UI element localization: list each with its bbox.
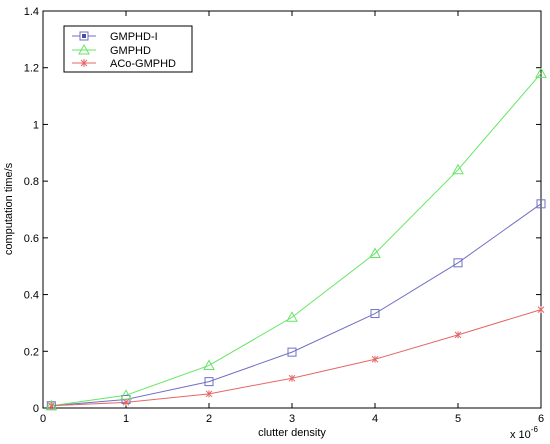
x-multiplier-label: x 10-6 bbox=[510, 425, 538, 441]
data-point-gmphd bbox=[369, 247, 381, 258]
data-point-aco-gmphd bbox=[537, 306, 545, 314]
x-tick-label: 0 bbox=[40, 413, 46, 425]
legend-label-gmphd-i: GMPHD-I bbox=[110, 31, 158, 43]
y-tick-label: 0 bbox=[33, 403, 39, 415]
x-tick-label: 5 bbox=[455, 413, 461, 425]
legend-label-aco-gmphd: ACo-GMPHD bbox=[110, 58, 176, 70]
y-tick-label: 0.6 bbox=[24, 233, 39, 245]
data-point-gmphd-i bbox=[453, 258, 463, 268]
legend-label-gmphd: GMPHD bbox=[110, 45, 151, 57]
y-axis-label: computation time/s bbox=[3, 162, 15, 255]
x-tick-label: 6 bbox=[538, 413, 544, 425]
x-tick-label: 1 bbox=[123, 413, 129, 425]
legend-marker-gmphd-i-center bbox=[82, 34, 86, 38]
data-point-gmphd bbox=[203, 359, 215, 370]
y-tick-label: 0.4 bbox=[24, 290, 39, 302]
data-point-gmphd bbox=[45, 399, 58, 411]
data-point-aco-gmphd bbox=[205, 390, 213, 398]
y-tick-label: 1.2 bbox=[24, 63, 39, 75]
data-point-aco-gmphd bbox=[122, 398, 130, 406]
data-point-gmphd-i bbox=[370, 309, 380, 319]
legend: GMPHD-I GMPHD ACo-GMPHD bbox=[63, 25, 193, 73]
data-point-gmphd bbox=[535, 67, 547, 78]
legend-marker-aco-gmphd bbox=[80, 59, 88, 67]
data-point-aco-gmphd bbox=[371, 355, 379, 363]
y-tick-label: 1.4 bbox=[24, 6, 39, 18]
x-tick-label: 4 bbox=[372, 413, 378, 425]
data-point-gmphd-i bbox=[287, 347, 297, 357]
data-point-aco-gmphd bbox=[288, 374, 296, 382]
y-tick-label: 1 bbox=[33, 119, 39, 131]
legend-marker-gmphd bbox=[78, 43, 90, 55]
x-tick-label: 3 bbox=[289, 413, 295, 425]
data-point-gmphd-i bbox=[204, 377, 214, 387]
x-axis-label: clutter density bbox=[258, 427, 326, 439]
y-tick-label: 0.2 bbox=[24, 346, 39, 358]
data-point-gmphd-i bbox=[536, 199, 546, 209]
y-tick-label: 0.8 bbox=[24, 176, 39, 188]
data-point-gmphd bbox=[286, 311, 298, 322]
x-tick-label: 2 bbox=[206, 413, 212, 425]
plot-area bbox=[42, 10, 542, 409]
data-point-gmphd bbox=[452, 163, 464, 175]
data-point-aco-gmphd bbox=[454, 331, 462, 339]
data-point-aco-gmphd bbox=[47, 402, 55, 410]
